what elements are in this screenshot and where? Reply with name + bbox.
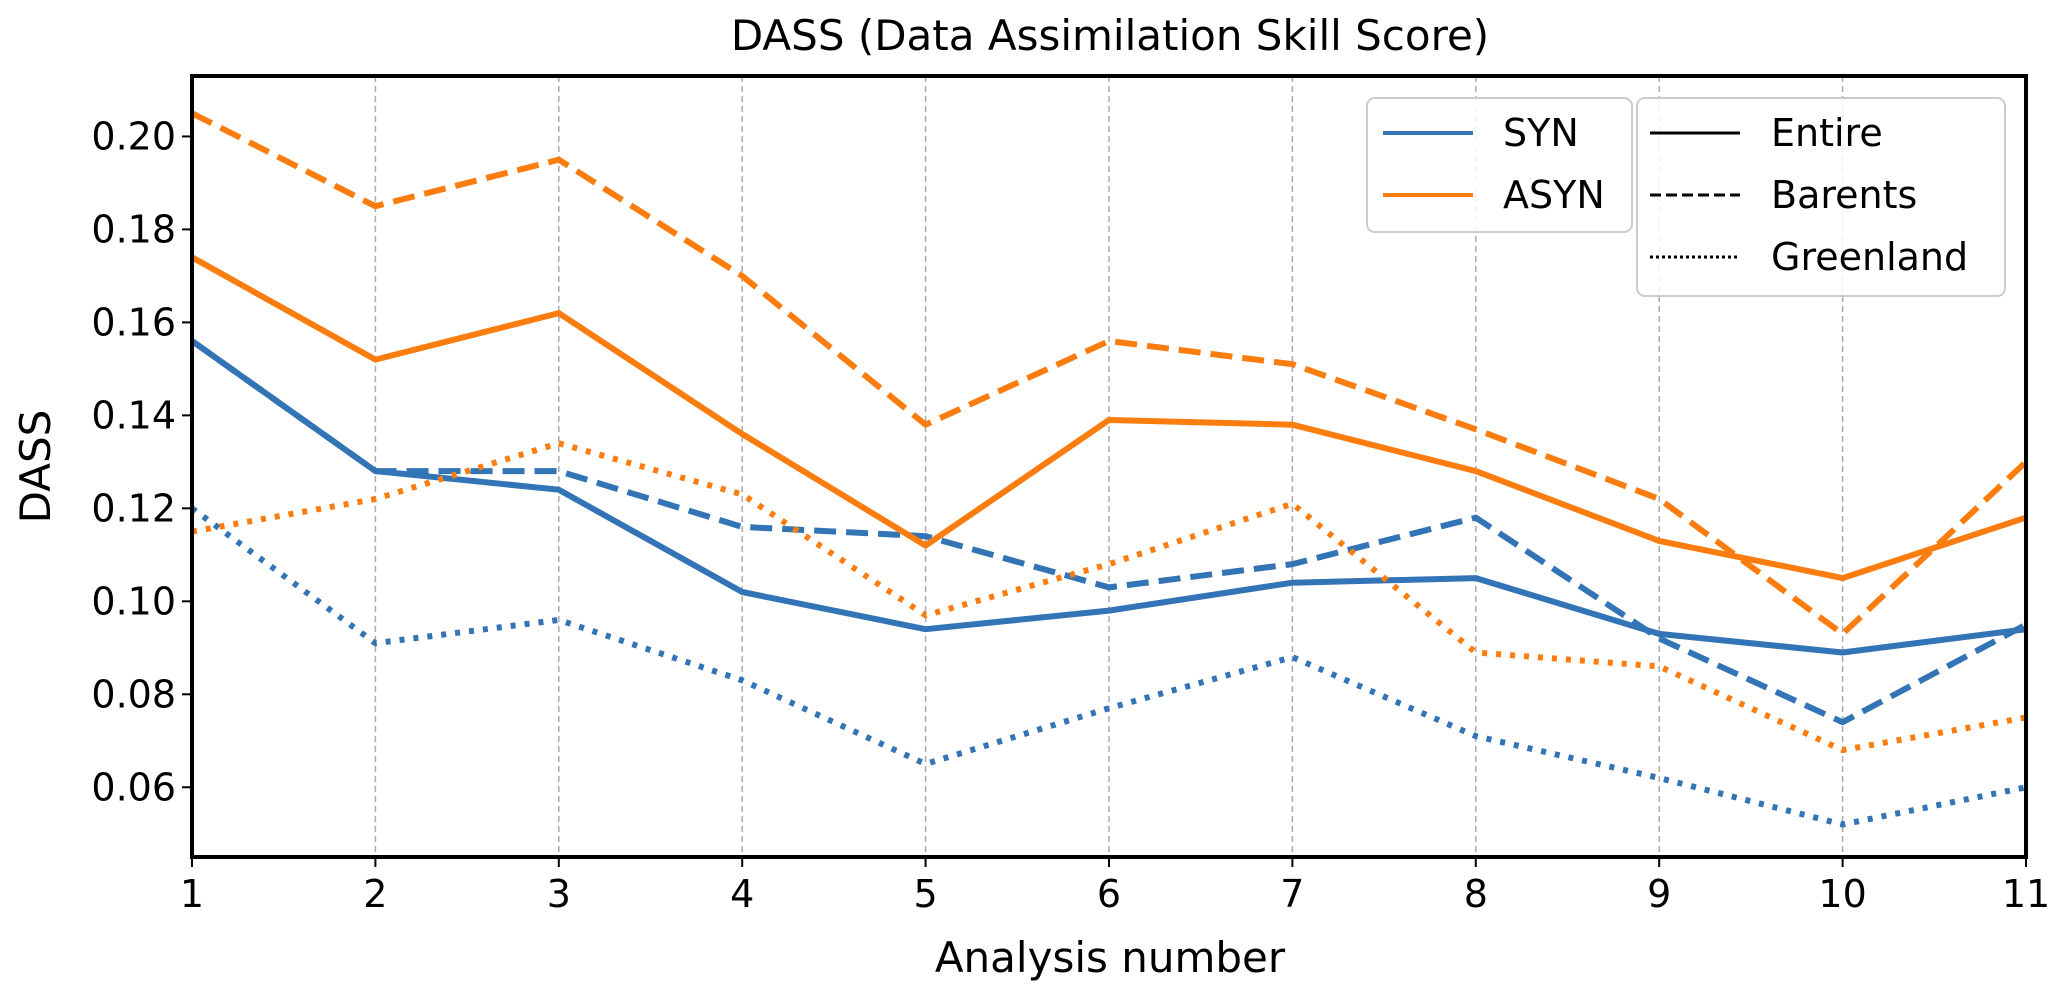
legend-regions: Entire Barents Greenland (1636, 97, 2006, 297)
legend-syn-label: SYN (1503, 111, 1579, 155)
legend-barents-label: Barents (1771, 173, 1917, 217)
y-tick-label: 0.06 (91, 765, 176, 809)
y-tick-label: 0.08 (91, 672, 176, 716)
y-tick-label: 0.18 (91, 207, 176, 251)
y-tick-label: 0.10 (91, 579, 176, 623)
legend-experiments: SYN ASYN (1366, 97, 1633, 233)
series-group (192, 110, 2026, 828)
x-tick-label: 4 (730, 872, 754, 916)
x-tick-label: 8 (1464, 872, 1488, 916)
series-line-syn-barents (192, 338, 2026, 726)
x-tick-label: 11 (2002, 872, 2050, 916)
series-line-asyn-barents (192, 110, 2026, 637)
x-tick-label: 5 (914, 872, 938, 916)
series-line-syn-entire (192, 338, 2026, 656)
chart-title: DASS (Data Assimilation Skill Score) (731, 11, 1489, 60)
x-tick-label: 9 (1647, 872, 1671, 916)
x-tick-label: 10 (1818, 872, 1866, 916)
y-tick-label: 0.14 (91, 393, 176, 437)
y-tick-label: 0.12 (91, 486, 176, 530)
series-line-asyn-entire (192, 254, 2026, 582)
x-tick-label: 6 (1097, 872, 1121, 916)
series-layer (192, 110, 2026, 828)
y-axis-label: DASS (11, 410, 60, 524)
x-axis-label: Analysis number (935, 933, 1286, 982)
tick-layer: 1 2 3 4 5 6 7 8 9 10 11 0.06 0.08 0.10 0.12 0.14 0.16 0.1… (91, 114, 2050, 916)
x-tick-label: 7 (1280, 872, 1304, 916)
x-tick-label: 3 (547, 872, 571, 916)
legend-greenland-label: Greenland (1771, 235, 1968, 279)
x-tick-label: 1 (180, 872, 204, 916)
x-tick-label: 2 (363, 872, 387, 916)
legend-asyn-label: ASYN (1503, 173, 1605, 217)
y-tick-label: 0.16 (91, 300, 176, 344)
legend-regions-box (1636, 97, 2006, 297)
y-tick-label: 0.20 (91, 114, 176, 158)
legend-entire-label: Entire (1771, 111, 1883, 155)
series-line-syn-greenland (192, 505, 2026, 828)
